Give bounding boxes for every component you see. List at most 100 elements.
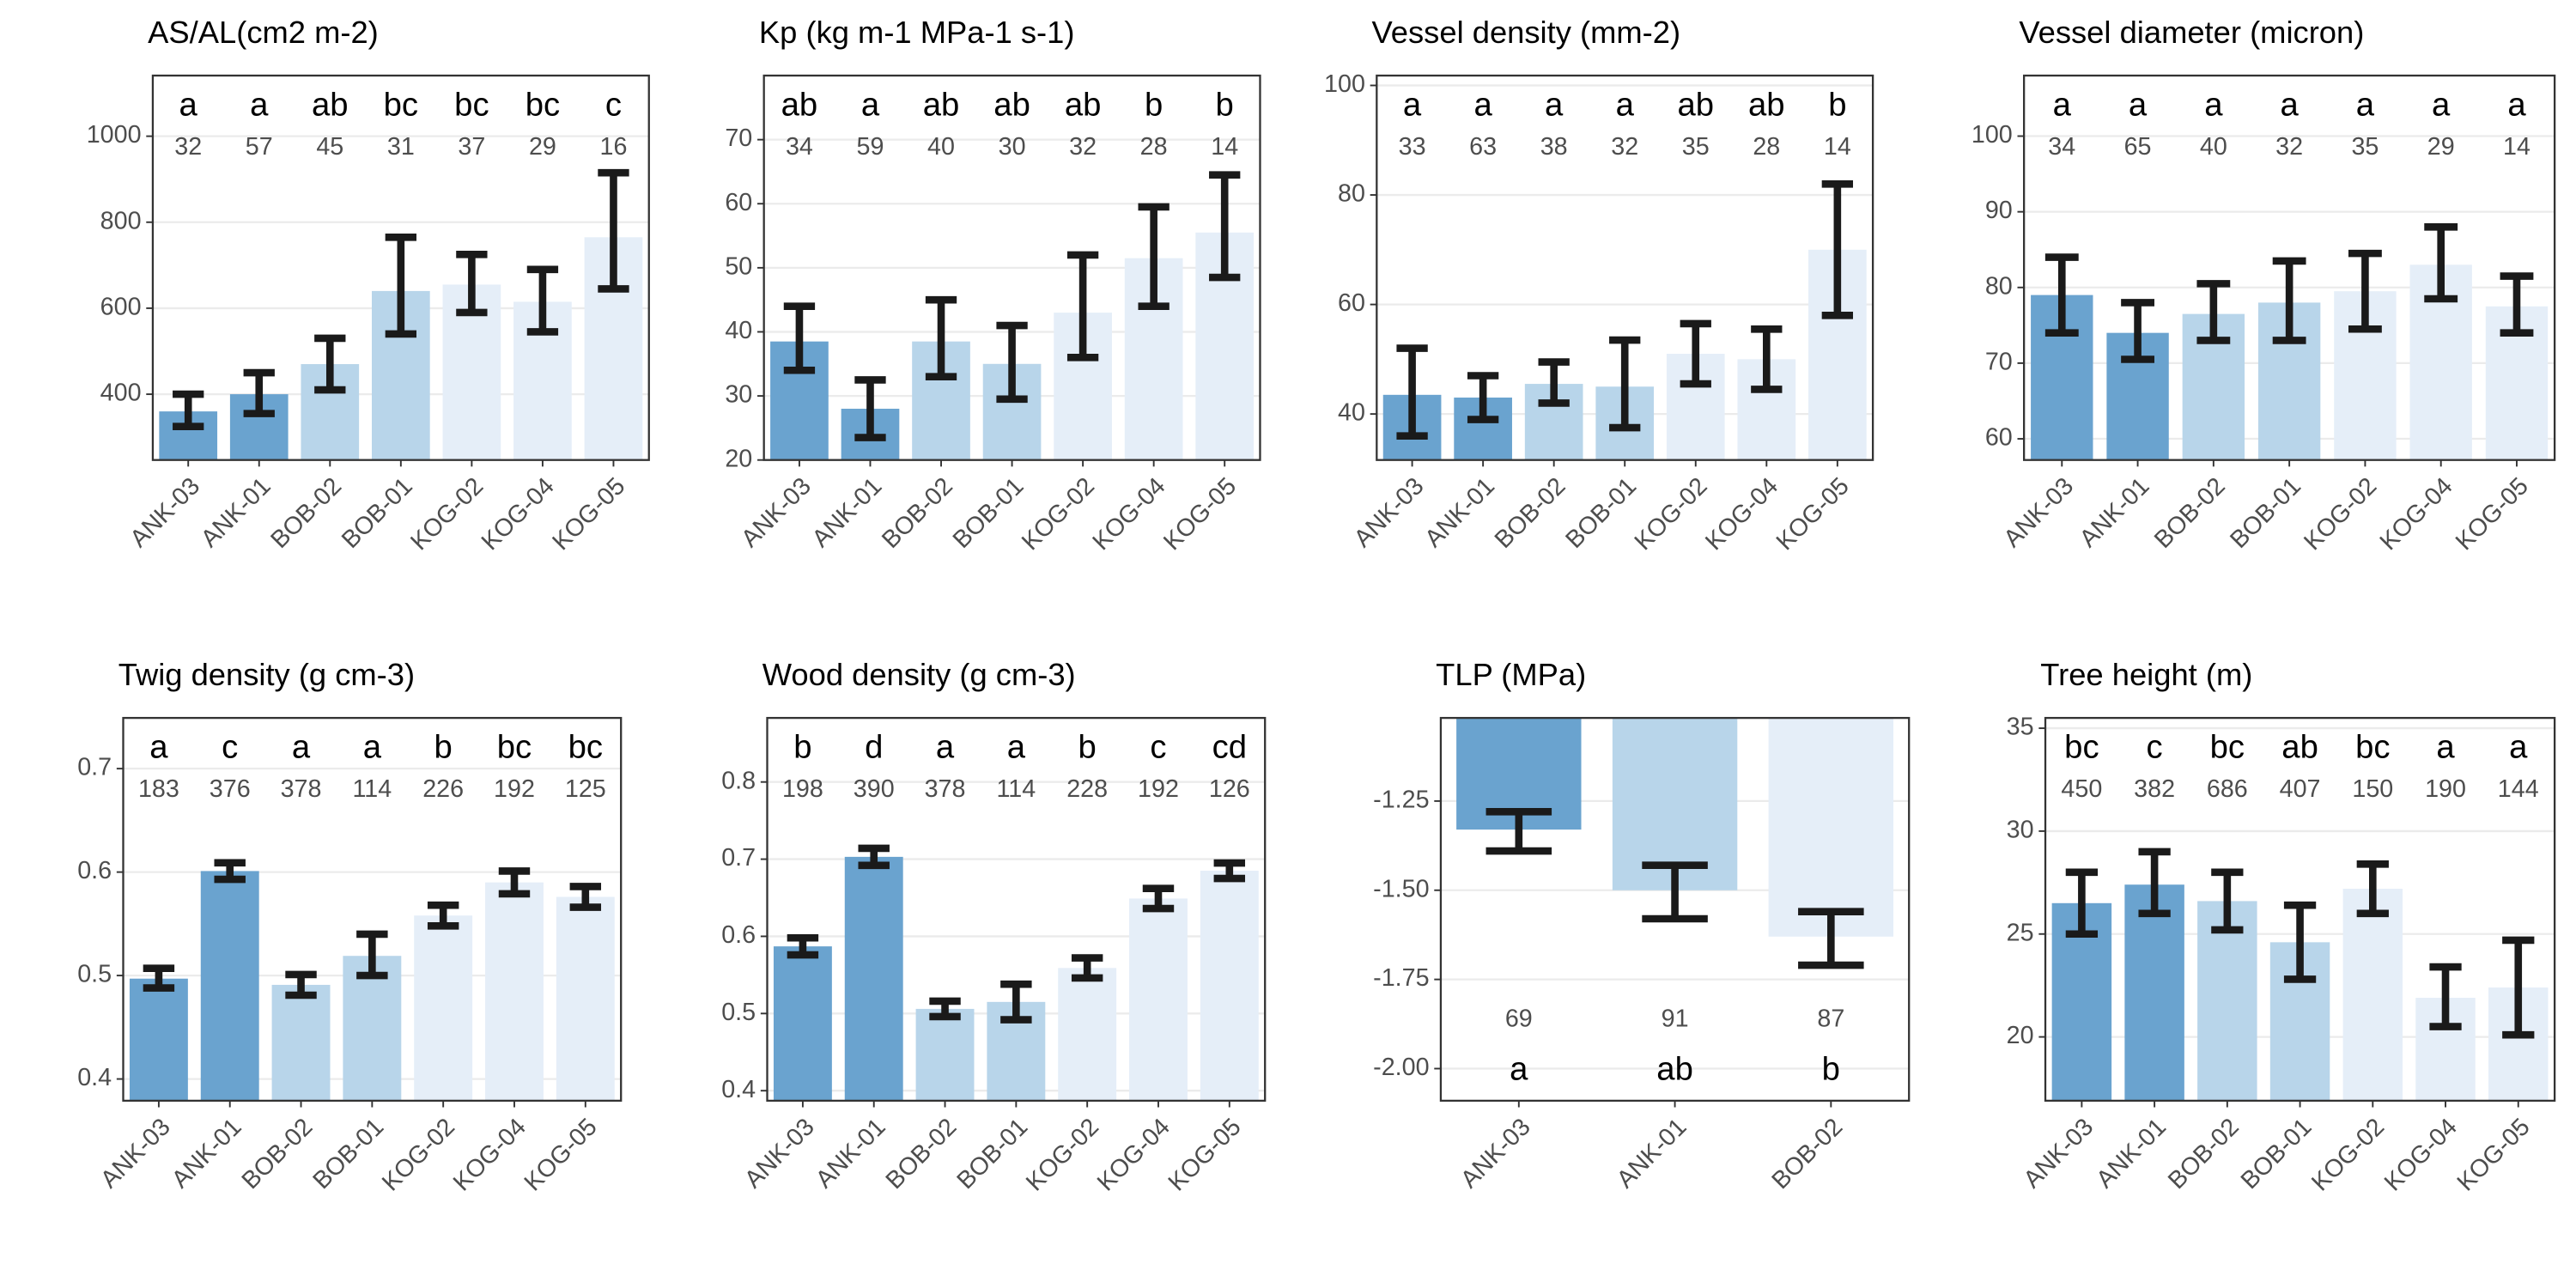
group-letter: b	[1078, 729, 1097, 766]
x-tick-label: BOB-01	[951, 1113, 1033, 1194]
sample-size: 30	[999, 133, 1026, 161]
x-tick-label: ANK-01	[807, 472, 888, 553]
x-tick-label: ANK-01	[2091, 1113, 2172, 1194]
panel: Twig density (g cm-3) 0.4 0.5 0.6 0.7 a 183 ANK…	[77, 657, 623, 1196]
group-letter: a	[861, 86, 880, 123]
y-tick-label: 60	[1338, 289, 1365, 317]
x-tick-label: ANK-01	[1419, 472, 1500, 553]
group-letter: a	[2507, 86, 2526, 123]
x-tick-label: ANK-03	[736, 472, 817, 553]
y-tick-label: 60	[1985, 424, 2013, 452]
y-tick-label: 60	[725, 189, 752, 216]
bar	[844, 856, 903, 1101]
y-tick-label: 800	[100, 207, 142, 234]
group-letter: bc	[568, 729, 603, 766]
x-tick-label: BOB-02	[1766, 1113, 1848, 1194]
sample-size: 29	[529, 133, 556, 161]
x-tick-label: KOG-05	[1163, 1113, 1247, 1196]
y-tick-label: 0.6	[77, 857, 112, 884]
x-tick-label: KOG-04	[1087, 472, 1170, 556]
group-letter: ab	[312, 86, 349, 123]
panel-title: Wood density (g cm-3)	[762, 657, 1076, 692]
y-tick-label: 30	[2007, 816, 2034, 843]
bar	[1768, 718, 1894, 937]
x-tick-label: ANK-01	[196, 472, 276, 553]
group-letter: ab	[2281, 729, 2318, 766]
sample-size: 34	[2048, 133, 2075, 161]
sample-size: 28	[1753, 133, 1780, 161]
y-tick-label: -1.25	[1373, 786, 1429, 813]
panel-title: Tree height (m)	[2040, 657, 2252, 692]
y-tick-label: 25	[2007, 919, 2034, 946]
x-tick-label: KOG-04	[2379, 1113, 2463, 1196]
x-tick-label: BOB-01	[337, 472, 418, 554]
group-letter: a	[1403, 86, 1422, 123]
group-letter: a	[1545, 86, 1564, 123]
group-letter: cd	[1212, 729, 1247, 766]
group-letter: d	[865, 729, 883, 766]
group-letter: ab	[1677, 86, 1714, 123]
sample-size: 14	[1211, 133, 1238, 161]
panel-title: Vessel diameter (micron)	[2019, 15, 2364, 50]
sample-size: 126	[1209, 775, 1250, 803]
x-tick-label: KOG-05	[1771, 472, 1855, 556]
sample-size: 228	[1066, 775, 1108, 803]
x-tick-label: ANK-03	[95, 1113, 176, 1194]
plot-frame	[2044, 716, 2556, 1103]
sample-size: 87	[1817, 1005, 1844, 1033]
x-tick-label: ANK-03	[2019, 1113, 2099, 1194]
sample-size: 45	[316, 133, 343, 161]
x-tick-label: ANK-01	[2075, 472, 2155, 553]
panel: Vessel diameter (micron) 60 70 80 90 100 a 34 AN…	[1971, 15, 2556, 556]
bar	[129, 978, 188, 1101]
sample-size: 378	[281, 775, 322, 803]
group-letter: ab	[1656, 1051, 1693, 1088]
x-tick-label: ANK-03	[1455, 1113, 1536, 1194]
x-tick-label: BOB-01	[948, 472, 1030, 554]
y-tick-label: 0.4	[721, 1076, 756, 1103]
sample-size: 31	[387, 133, 415, 161]
sample-size: 114	[352, 775, 392, 803]
sample-size: 144	[2498, 775, 2539, 803]
x-tick-label: BOB-02	[877, 472, 958, 554]
group-letter: c	[2147, 729, 2163, 766]
plot-frame	[766, 716, 1267, 1103]
x-tick-label: BOB-01	[307, 1113, 389, 1194]
sample-size: 35	[1682, 133, 1710, 161]
sample-size: 91	[1662, 1005, 1689, 1033]
x-tick-label: ANK-01	[167, 1113, 247, 1194]
sample-size: 192	[494, 775, 535, 803]
bar	[1612, 718, 1738, 890]
group-letter: ab	[923, 86, 960, 123]
y-tick-label: 50	[725, 252, 752, 280]
x-tick-label: ANK-03	[125, 472, 205, 553]
panel: Tree height (m) 20 25 30 35 bc 450 ANK-03 c 382 AN…	[2007, 657, 2556, 1196]
panel: AS/AL(cm2 m-2) 400 600 800 1000 a 32 ANK-03 a 57 A…	[87, 15, 650, 556]
bar	[915, 1008, 975, 1101]
plot-frame	[1439, 716, 1911, 1103]
group-letter: bc	[497, 729, 532, 766]
x-tick-label: KOG-02	[377, 1113, 460, 1196]
group-letter: a	[2129, 86, 2148, 123]
x-tick-label: KOG-05	[2451, 472, 2534, 556]
sample-size: 40	[2200, 133, 2227, 161]
sample-size: 32	[174, 133, 202, 161]
plot-frame	[1376, 74, 1874, 461]
group-letter: a	[149, 729, 168, 766]
group-letter: c	[605, 86, 622, 123]
bar	[556, 896, 615, 1101]
group-letter: b	[1216, 86, 1234, 123]
x-tick-label: KOG-04	[448, 1113, 532, 1196]
x-tick-label: KOG-02	[2299, 472, 2382, 556]
plot-frame	[122, 716, 623, 1103]
sample-size: 65	[2124, 133, 2152, 161]
x-tick-label: KOG-02	[1017, 472, 1100, 556]
y-tick-label: 0.4	[77, 1064, 112, 1091]
y-tick-label: 0.6	[721, 921, 756, 949]
panel: Vessel density (mm-2) 40 60 80 100 a 33 ANK-03 a…	[1324, 15, 1874, 556]
x-tick-label: BOB-01	[1560, 472, 1642, 554]
y-tick-label: 600	[100, 294, 142, 321]
y-tick-label: 80	[1338, 180, 1365, 208]
group-letter: b	[434, 729, 453, 766]
x-tick-label: BOB-02	[237, 1113, 319, 1194]
